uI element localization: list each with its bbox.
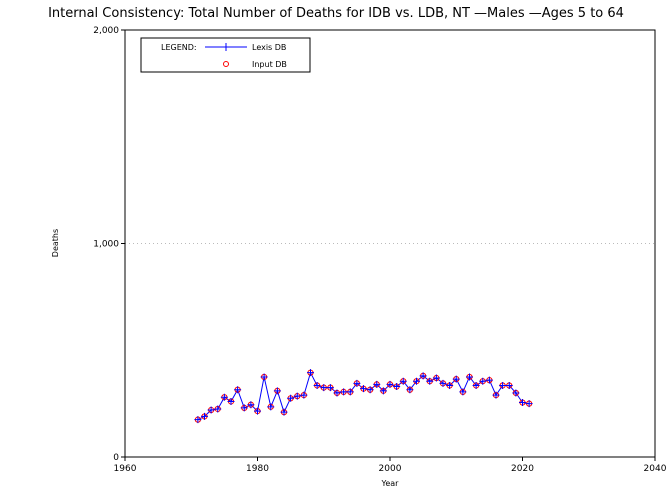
- lexis-db-point: [346, 388, 354, 396]
- y-tick-label: 0: [113, 453, 119, 463]
- lexis-db-point: [201, 412, 208, 420]
- lexis-db-point: [413, 377, 420, 385]
- x-tick-label: 2000: [379, 464, 402, 474]
- lexis-db-point: [280, 408, 288, 416]
- lexis-db-point: [260, 373, 268, 381]
- x-tick-label: 2020: [511, 464, 534, 474]
- lexis-db-point: [379, 387, 387, 395]
- lexis-db-point: [267, 403, 275, 411]
- lexis-db-point: [373, 380, 381, 388]
- lexis-db-point: [512, 389, 520, 397]
- lexis-db-point: [333, 389, 341, 397]
- series-line-lexis-db: [197, 371, 530, 421]
- legend-label-lexis: Lexis DB: [252, 43, 286, 52]
- lexis-db-point: [313, 381, 321, 389]
- lexis-db-point: [254, 407, 261, 415]
- series-layer: [194, 369, 533, 424]
- x-tick-label: 2040: [644, 464, 667, 474]
- lexis-db-point: [505, 381, 513, 389]
- legend-circle-marker-icon: [223, 61, 229, 67]
- legend-plus-marker-icon: [222, 43, 230, 51]
- lexis-db-point: [406, 386, 414, 394]
- chart-title: Internal Consistency: Total Number of De…: [48, 6, 624, 21]
- lexis-db-point: [485, 376, 493, 384]
- lexis-db-point: [287, 394, 295, 402]
- lexis-db-point: [459, 388, 467, 396]
- y-axis: 0 1,000 2,000: [93, 26, 125, 463]
- lexis-db-point: [466, 373, 473, 381]
- y-tick-label: 2,000: [93, 26, 119, 36]
- x-axis: 1960 1980 2000 2020 2040: [114, 457, 667, 474]
- lexis-db-point: [340, 388, 348, 396]
- x-tick-label: 1960: [114, 464, 137, 474]
- lexis-db-point: [446, 381, 454, 389]
- legend: LEGEND: Lexis DB Input DB: [140, 37, 311, 73]
- y-tick-label: 1,000: [93, 240, 119, 250]
- lexis-db-point: [386, 380, 394, 388]
- lexis-db-point: [307, 369, 314, 377]
- lexis-db-point: [479, 377, 487, 385]
- lexis-db-point: [214, 405, 222, 413]
- lexis-db-point: [393, 383, 401, 391]
- legend-label-input: Input DB: [252, 60, 287, 69]
- x-axis-label: Year: [381, 479, 400, 488]
- lexis-db-point: [432, 374, 440, 382]
- lexis-db-point: [426, 377, 434, 385]
- lexis-db-point: [452, 375, 460, 383]
- lexis-db-point: [273, 387, 281, 395]
- lexis-db-point: [326, 384, 334, 392]
- lexis-db-point: [439, 379, 447, 387]
- lexis-db-point: [499, 381, 507, 389]
- lexis-db-point: [220, 393, 228, 401]
- lexis-db-point: [234, 386, 242, 394]
- lexis-db-point: [360, 385, 367, 393]
- lexis-db-point: [247, 401, 255, 409]
- lexis-db-point: [240, 404, 248, 412]
- lexis-db-point: [300, 391, 308, 399]
- lexis-db-point: [519, 399, 526, 407]
- lexis-db-point: [472, 381, 480, 389]
- lexis-db-point: [353, 379, 361, 387]
- lexis-db-point: [366, 386, 374, 394]
- lexis-db-point: [492, 391, 500, 399]
- legend-title: LEGEND:: [161, 43, 197, 52]
- lexis-db-point: [399, 377, 407, 385]
- lexis-db-point: [227, 397, 235, 405]
- lexis-db-point: [207, 406, 215, 414]
- lexis-db-point: [419, 372, 427, 380]
- x-tick-label: 1980: [246, 464, 269, 474]
- lexis-db-point: [194, 416, 202, 424]
- y-axis-label: Deaths: [51, 229, 60, 257]
- lexis-db-point: [293, 392, 301, 400]
- lexis-db-point: [320, 384, 328, 392]
- lexis-db-point: [525, 400, 533, 408]
